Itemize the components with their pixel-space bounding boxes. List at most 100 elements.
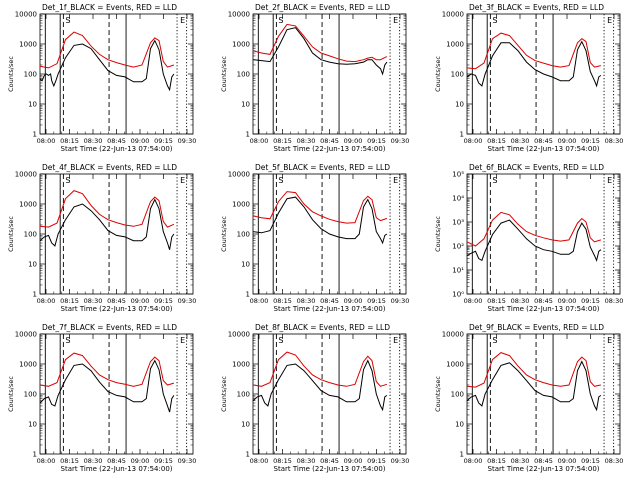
- x-tick-label: 08:30: [511, 297, 530, 305]
- y-axis-label: Counts/sec: [7, 216, 15, 252]
- lld-series-line: [466, 32, 602, 70]
- end-annotation: E: [393, 16, 398, 25]
- x-tick-label: 09:00: [131, 297, 150, 305]
- y-tick-label: 1000: [232, 201, 250, 209]
- events-series-line: [252, 196, 388, 245]
- y-tick-label: 1: [246, 451, 250, 459]
- y-tick-label: 10000: [228, 331, 250, 339]
- x-tick-label: 08:30: [605, 137, 624, 145]
- y-tick-label: 1: [246, 291, 250, 299]
- y-tick-label: 10³: [452, 219, 464, 227]
- lld-series-line: [252, 351, 388, 387]
- x-tick-label: 08:30: [297, 137, 316, 145]
- y-tick-label: 10000: [15, 331, 37, 339]
- x-tick-label: 09:00: [344, 297, 363, 305]
- y-tick-label: 10⁵: [452, 171, 464, 179]
- y-tick-label: 10000: [228, 11, 250, 19]
- y-tick-label: 1000: [19, 201, 37, 209]
- x-tick-label: 08:00: [37, 137, 56, 145]
- x-tick-label: 08:15: [60, 297, 79, 305]
- x-tick-label: 09:15: [581, 297, 600, 305]
- y-tick-label: 1: [460, 451, 464, 459]
- y-tick-label: 100: [237, 231, 250, 239]
- end-annotation: E: [180, 336, 185, 345]
- start-annotation: S: [278, 336, 283, 345]
- x-tick-label: 09:30: [178, 457, 197, 465]
- events-series-line: [466, 360, 602, 412]
- x-axis-label: Start Time (22-Jun-13 07:54:00): [61, 465, 173, 473]
- x-tick-label: 09:15: [154, 137, 173, 145]
- detector-panel-7: Det_7f_BLACK = Events, RED = LLD 1 10 100 10…: [7, 323, 196, 473]
- y-axis-label: Counts/sec: [434, 56, 442, 92]
- detector-panel-2: Det_2f_BLACK = Events, RED = LLD 1 10 100 10…: [220, 3, 409, 153]
- y-tick-label: 100: [451, 391, 464, 399]
- x-axis-label: Start Time (22-Jun-13 07:54:00): [61, 305, 173, 313]
- y-tick-label: 1000: [232, 41, 250, 49]
- lld-series-line: [466, 352, 601, 388]
- y-tick-label: 1: [246, 131, 250, 139]
- y-tick-label: 1000: [19, 361, 37, 369]
- events-series-line: [466, 219, 602, 262]
- x-axis-label: Start Time (22-Jun-13 07:54:00): [488, 465, 600, 473]
- x-tick-label: 08:45: [320, 457, 339, 465]
- end-annotation: E: [393, 176, 398, 185]
- lld-series-line: [252, 23, 388, 63]
- panel-title: Det_2f_BLACK = Events, RED = LLD: [255, 3, 390, 12]
- x-tick-label: 08:30: [511, 137, 530, 145]
- x-tick-label: 08:00: [464, 137, 483, 145]
- y-tick-label: 10⁰: [452, 291, 464, 299]
- x-tick-label: 09:00: [344, 457, 363, 465]
- y-tick-label: 1: [460, 131, 464, 139]
- y-tick-label: 10: [28, 421, 37, 429]
- x-tick-label: 09:30: [178, 137, 197, 145]
- panel-title: Det_6f_BLACK = Events, RED = LLD: [469, 163, 604, 172]
- x-tick-label: 08:00: [250, 457, 269, 465]
- y-tick-label: 1000: [232, 361, 250, 369]
- y-tick-label: 10000: [442, 331, 464, 339]
- x-tick-label: 08:30: [605, 457, 624, 465]
- y-tick-label: 10: [241, 261, 250, 269]
- x-tick-label: 08:30: [297, 297, 316, 305]
- x-tick-label: 08:15: [273, 297, 292, 305]
- y-axis-label: Counts/sec: [220, 216, 228, 252]
- x-tick-label: 08:45: [320, 137, 339, 145]
- x-tick-label: 08:45: [107, 297, 126, 305]
- x-tick-label: 09:00: [558, 137, 577, 145]
- panel-title: Det_7f_BLACK = Events, RED = LLD: [42, 323, 177, 332]
- x-tick-label: 08:15: [273, 137, 292, 145]
- y-tick-label: 10: [455, 101, 464, 109]
- events-series-line: [39, 198, 175, 250]
- x-axis-label: Start Time (22-Jun-13 07:54:00): [274, 465, 386, 473]
- detector-panel-6: Det_6f_BLACK = Events, RED = LLD 10⁰ 10¹ 10…: [434, 163, 623, 313]
- x-tick-label: 08:45: [107, 457, 126, 465]
- x-tick-label: 08:45: [534, 297, 553, 305]
- x-tick-label: 09:30: [391, 297, 410, 305]
- y-tick-label: 100: [24, 71, 37, 79]
- y-tick-label: 1: [33, 131, 37, 139]
- x-tick-label: 08:00: [250, 297, 269, 305]
- y-tick-label: 10: [241, 101, 250, 109]
- panel-title: Det_3f_BLACK = Events, RED = LLD: [469, 3, 604, 12]
- detector-panel-4: Det_4f_BLACK = Events, RED = LLD 1 10 100 10…: [7, 163, 196, 313]
- events-series-line: [252, 27, 388, 76]
- y-axis-label: Counts/sec: [434, 216, 442, 252]
- x-tick-label: 08:30: [297, 457, 316, 465]
- panel-title: Det_8f_BLACK = Events, RED = LLD: [255, 323, 390, 332]
- x-tick-label: 08:30: [84, 137, 103, 145]
- events-series-line: [39, 359, 175, 413]
- end-annotation: E: [607, 336, 612, 345]
- y-axis-label: Counts/sec: [220, 376, 228, 412]
- x-tick-label: 08:15: [60, 137, 79, 145]
- y-tick-label: 1: [33, 291, 37, 299]
- panel-title: Det_5f_BLACK = Events, RED = LLD: [255, 163, 390, 172]
- detector-panel-9: Det_9f_BLACK = Events, RED = LLD 1 10 100 10…: [434, 323, 623, 473]
- y-tick-label: 10: [28, 101, 37, 109]
- start-annotation: S: [492, 176, 497, 185]
- y-tick-label: 10000: [228, 171, 250, 179]
- x-tick-label: 08:15: [487, 297, 506, 305]
- y-tick-label: 1000: [446, 41, 464, 49]
- detector-panel-8: Det_8f_BLACK = Events, RED = LLD 1 10 100 10…: [220, 323, 409, 473]
- start-annotation: S: [278, 16, 283, 25]
- x-tick-label: 08:45: [534, 457, 553, 465]
